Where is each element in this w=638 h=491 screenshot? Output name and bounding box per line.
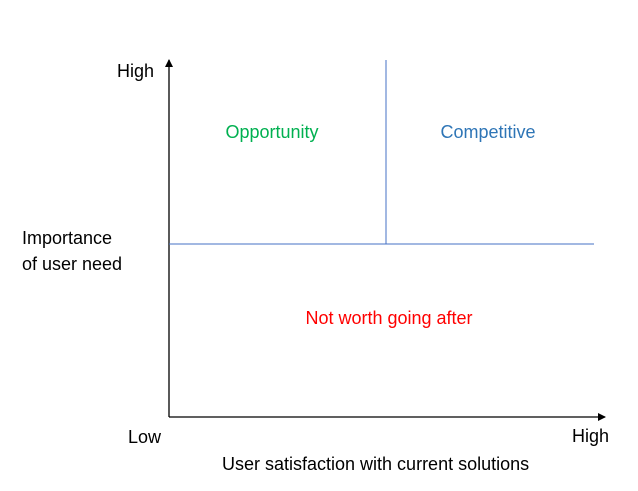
y-axis-high-label: High [117, 61, 154, 81]
x-axis-high-label: High [572, 426, 609, 446]
x-axis-low-label: Low [128, 427, 162, 447]
x-axis-title: User satisfaction with current solutions [222, 454, 529, 474]
quadrant-not-worth-label: Not worth going after [305, 308, 472, 328]
y-axis-title-line-1: Importance [22, 228, 112, 248]
quadrant-opportunity-label: Opportunity [225, 122, 318, 142]
quadrant-competitive-label: Competitive [440, 122, 535, 142]
y-axis-title-line-2: of user need [22, 254, 122, 274]
